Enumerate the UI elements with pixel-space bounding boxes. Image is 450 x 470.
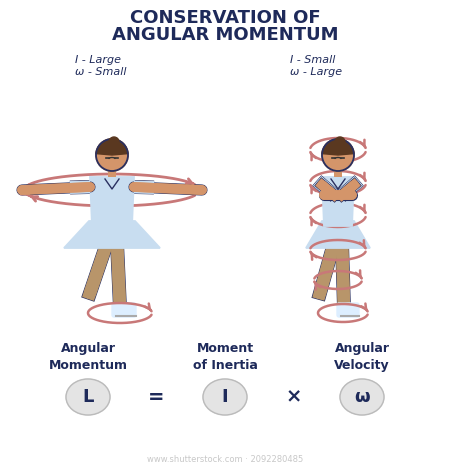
Polygon shape <box>322 177 354 226</box>
Text: ω: ω <box>354 388 370 406</box>
FancyBboxPatch shape <box>337 303 359 317</box>
Text: L: L <box>82 388 94 406</box>
FancyBboxPatch shape <box>112 303 136 317</box>
Text: ×: × <box>286 387 302 407</box>
Circle shape <box>322 139 354 171</box>
FancyBboxPatch shape <box>334 169 342 177</box>
Ellipse shape <box>203 379 247 415</box>
Text: ω - Small: ω - Small <box>75 67 126 77</box>
Text: ANGULAR MOMENTUM: ANGULAR MOMENTUM <box>112 26 338 44</box>
Text: Moment
of Inertia: Moment of Inertia <box>193 342 257 372</box>
Text: CONSERVATION OF: CONSERVATION OF <box>130 9 320 27</box>
Wedge shape <box>322 139 354 155</box>
Text: www.shutterstock.com · 2092280485: www.shutterstock.com · 2092280485 <box>147 455 303 464</box>
Circle shape <box>96 139 128 171</box>
Text: ω - Large: ω - Large <box>290 67 342 77</box>
Polygon shape <box>90 177 134 226</box>
FancyBboxPatch shape <box>108 169 116 177</box>
Text: Angular
Momentum: Angular Momentum <box>49 342 127 372</box>
Wedge shape <box>96 139 128 155</box>
Circle shape <box>109 137 119 147</box>
Polygon shape <box>64 221 160 248</box>
Polygon shape <box>306 221 370 248</box>
Text: I: I <box>222 388 228 406</box>
Circle shape <box>335 137 345 147</box>
Text: I - Large: I - Large <box>75 55 121 65</box>
Text: Angular
Velocity: Angular Velocity <box>334 342 390 372</box>
Text: =: = <box>148 387 164 407</box>
Text: I - Small: I - Small <box>290 55 335 65</box>
Ellipse shape <box>340 379 384 415</box>
Ellipse shape <box>66 379 110 415</box>
